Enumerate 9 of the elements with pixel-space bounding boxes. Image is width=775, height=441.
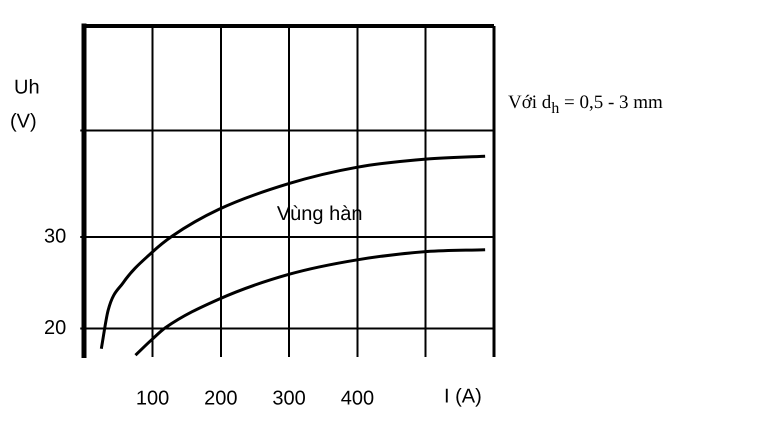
- y-tick-label: 30: [44, 225, 66, 248]
- x-tick-label: 100: [136, 388, 170, 410]
- x-axis-title: I (A): [444, 386, 482, 408]
- x-tick-label: 300: [272, 388, 306, 410]
- y-axis-title: Uh (V): [10, 76, 40, 133]
- text: Với d$_{h}$ = 0,5 - 3 mm: [508, 92, 663, 118]
- y-tick-label: 20: [44, 317, 66, 340]
- x-tick-label: 200: [204, 388, 238, 410]
- x-tick-label: 400: [340, 388, 374, 410]
